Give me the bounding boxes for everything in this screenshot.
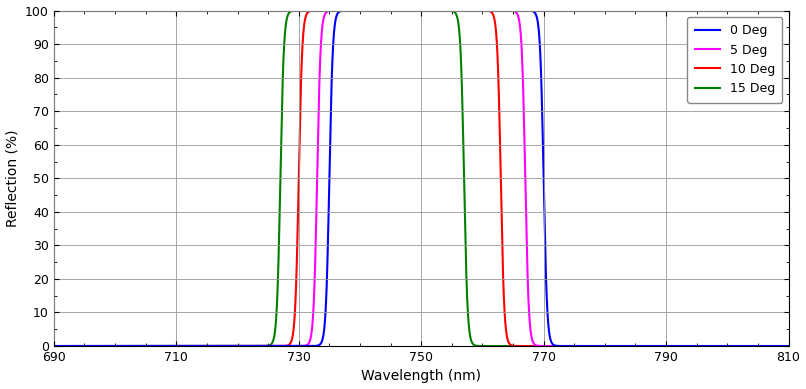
15 Deg <box>408 8 418 13</box>
5 Deg <box>376 8 386 13</box>
15 Deg <box>93 344 102 349</box>
Line: 0 Deg: 0 Deg <box>54 11 788 346</box>
Line: 10 Deg: 10 Deg <box>54 11 788 346</box>
0 Deg <box>93 344 102 349</box>
10 Deg <box>783 344 793 349</box>
10 Deg <box>193 344 202 349</box>
10 Deg <box>80 344 89 349</box>
X-axis label: Wavelength (nm): Wavelength (nm) <box>361 370 481 384</box>
5 Deg <box>193 344 202 349</box>
0 Deg <box>49 344 59 349</box>
15 Deg <box>52 344 62 349</box>
0 Deg <box>388 8 398 13</box>
15 Deg <box>49 344 59 349</box>
0 Deg <box>193 344 202 349</box>
5 Deg <box>52 344 62 349</box>
0 Deg <box>52 344 62 349</box>
15 Deg <box>80 344 89 349</box>
15 Deg <box>783 344 793 349</box>
0 Deg <box>80 344 89 349</box>
Y-axis label: Reflection (%): Reflection (%) <box>6 130 19 227</box>
5 Deg <box>745 344 754 349</box>
10 Deg <box>358 8 368 13</box>
Line: 15 Deg: 15 Deg <box>54 11 788 346</box>
0 Deg <box>408 8 418 13</box>
0 Deg <box>783 344 793 349</box>
10 Deg <box>49 344 59 349</box>
Legend: 0 Deg, 5 Deg, 10 Deg, 15 Deg: 0 Deg, 5 Deg, 10 Deg, 15 Deg <box>687 17 783 103</box>
10 Deg <box>93 344 102 349</box>
10 Deg <box>52 344 62 349</box>
5 Deg <box>49 344 59 349</box>
15 Deg <box>193 344 202 349</box>
5 Deg <box>80 344 89 349</box>
5 Deg <box>783 344 793 349</box>
15 Deg <box>340 8 350 13</box>
5 Deg <box>408 8 418 13</box>
10 Deg <box>745 344 754 349</box>
0 Deg <box>745 344 754 349</box>
5 Deg <box>93 344 102 349</box>
Line: 5 Deg: 5 Deg <box>54 11 788 346</box>
15 Deg <box>745 344 754 349</box>
10 Deg <box>408 8 418 13</box>
